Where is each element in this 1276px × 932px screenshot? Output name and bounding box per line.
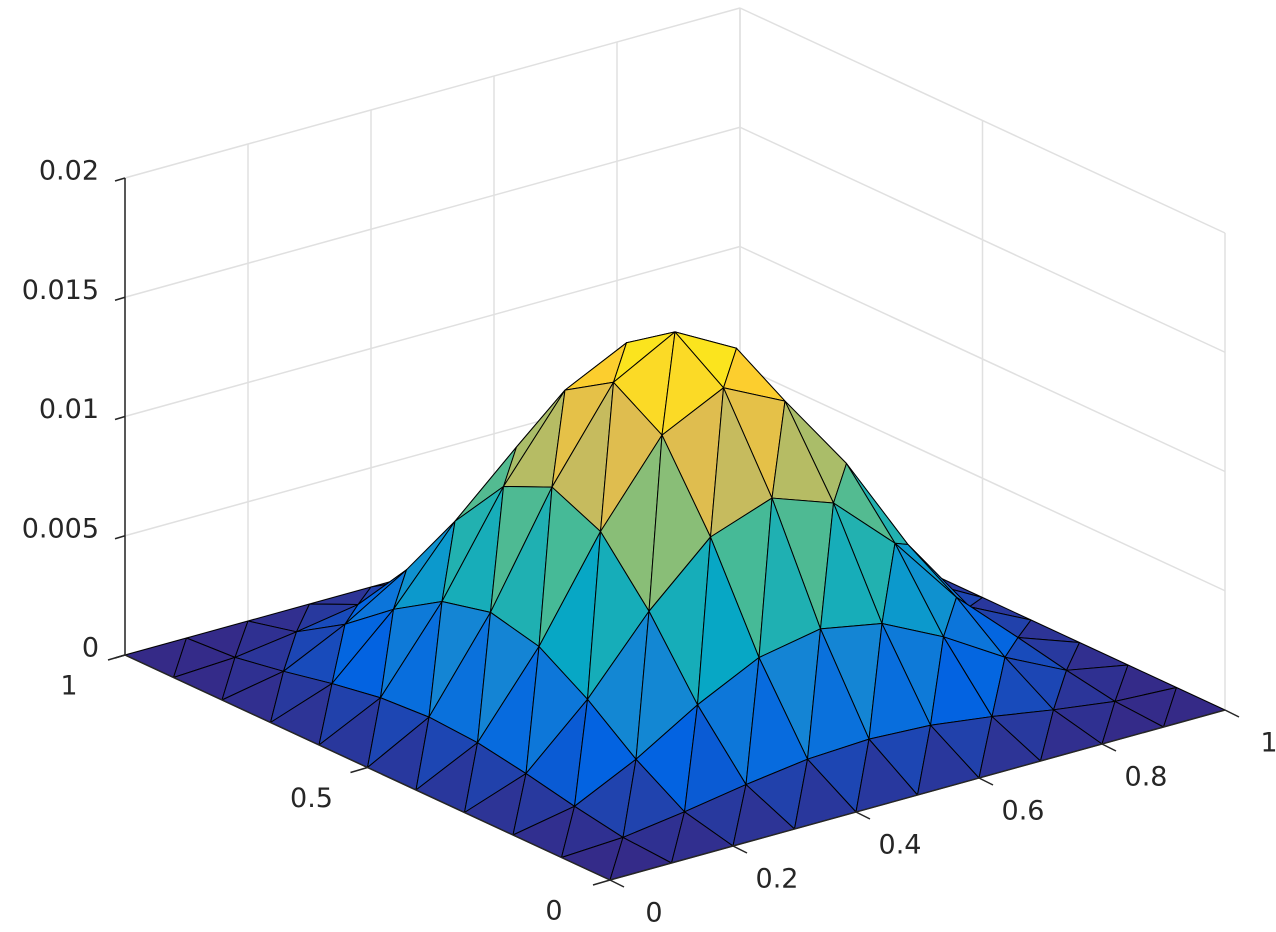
z-tick — [114, 535, 126, 540]
surface — [124, 331, 1226, 881]
grid-line — [124, 245, 741, 418]
y-tick — [107, 654, 126, 661]
x-tick — [732, 845, 748, 854]
y-tick — [350, 766, 368, 774]
z-tick-label: 0.01 — [39, 394, 99, 425]
grid-line — [124, 126, 741, 298]
z-tick — [114, 177, 126, 182]
x-tick-label: 0.2 — [756, 864, 799, 895]
z-tick-label: 0.02 — [39, 156, 99, 187]
x-tick — [855, 811, 871, 820]
z-tick — [114, 296, 126, 301]
z-tick — [114, 415, 126, 421]
x-tick-label: 0 — [645, 898, 662, 929]
x-tick-label: 0.6 — [1002, 796, 1045, 827]
x-tick-label: 0.4 — [879, 830, 922, 861]
z-tick-label: 0 — [82, 633, 99, 664]
z-tick-label: 0.005 — [22, 513, 99, 544]
x-tick — [609, 879, 625, 888]
x-tick — [1224, 709, 1240, 718]
grid-line — [124, 7, 741, 179]
x-tick-label: 1 — [1260, 728, 1276, 759]
x-tick-label: 0.8 — [1125, 762, 1168, 793]
x-tick — [1101, 743, 1117, 752]
y-tick-label: 0.5 — [290, 783, 333, 814]
x-axis — [609, 709, 1226, 881]
z-tick-label: 0.015 — [22, 275, 99, 306]
y-tick-label: 0 — [545, 896, 562, 927]
y-tick-label: 1 — [60, 671, 77, 702]
x-tick — [978, 777, 994, 786]
y-tick — [592, 879, 611, 886]
